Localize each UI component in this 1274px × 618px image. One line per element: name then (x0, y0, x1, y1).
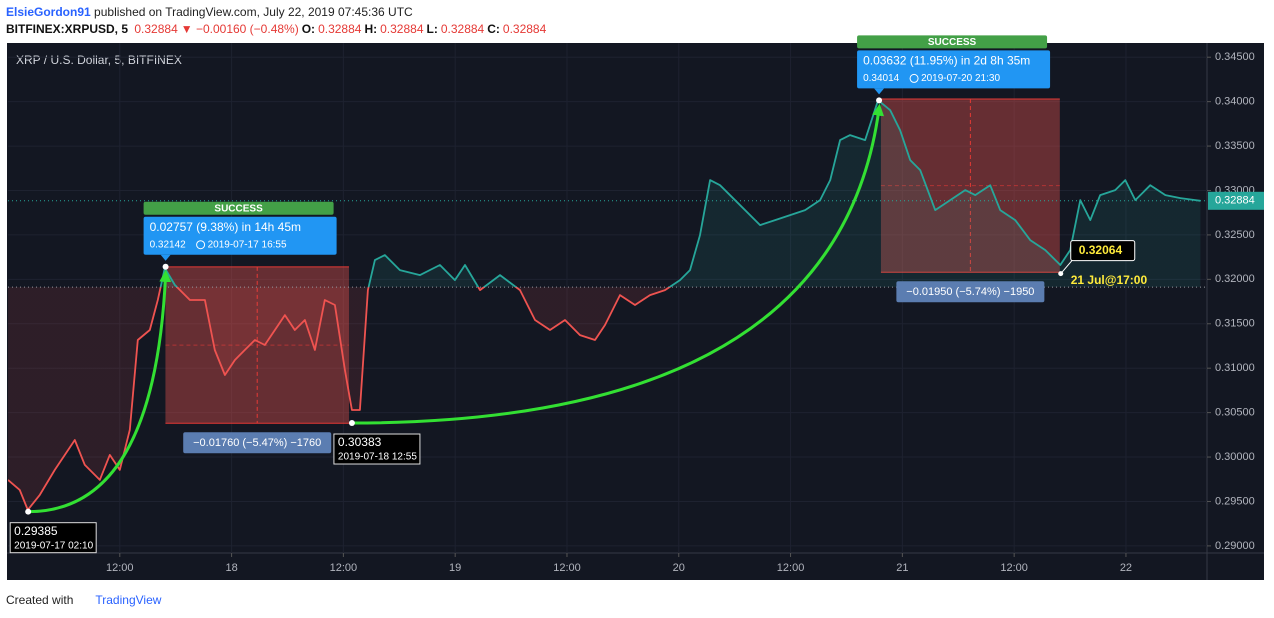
start-label-box (9, 522, 97, 554)
price: 0.32884 (134, 22, 178, 36)
success-label: SUCCESS (928, 37, 977, 48)
trade-arrow (351, 103, 885, 425)
y-tick-label: 0.34000 (1215, 96, 1255, 108)
brand[interactable]: TradingView (95, 593, 162, 607)
range-label: −0.01950 (−5.74%) −1950 (906, 286, 1034, 298)
x-tick-label: 12:00 (1000, 562, 1028, 574)
info-box (143, 216, 337, 255)
x-tick-label: 20 (673, 562, 685, 574)
y-tick-label: 0.32500 (1215, 229, 1255, 241)
x-tick-label: 12:00 (106, 562, 134, 574)
range-label: −0.01760 (−5.47%) −1760 (193, 437, 321, 449)
ohlc-label: O: (301, 22, 316, 36)
ohlc-value: 0.32884 (502, 22, 547, 36)
start-price: 0.30383 (338, 435, 382, 449)
y-tick-label: 0.31000 (1215, 362, 1255, 374)
last-price-label: 0.32884 (1215, 195, 1255, 207)
marker-connector (1060, 259, 1074, 274)
x-tick-label: 12:00 (330, 562, 358, 574)
start-time: 2019-07-17 02:10 (14, 540, 93, 551)
published: published on TradingView.com, July 22, 2… (94, 5, 413, 19)
marker-price: 0.32064 (1079, 243, 1123, 257)
marker-time: 21 Jul@17:00 (1071, 273, 1148, 287)
plot-area (8, 98, 1207, 511)
x-tick-label: 19 (449, 562, 461, 574)
ohlc-value: 0.32884 (380, 22, 424, 36)
x-tick-label: 12:00 (777, 562, 805, 574)
info-time: 2019-07-20 21:30 (921, 73, 1000, 84)
x-tick-label: 22 (1120, 562, 1132, 574)
info-price: 0.34014 (863, 73, 900, 84)
chart: XRP / U.S. Dollar, 5, BITFINEX 0.29000 0.… (7, 35, 1264, 580)
symbol: BITFINEX:XRPUSD, 5 (6, 22, 129, 36)
ohlc-value: 0.32884 (440, 22, 485, 36)
ohlc-value: 0.32884 (318, 22, 362, 36)
info-pointer (874, 88, 885, 95)
x-tick-label: 18 (225, 562, 237, 574)
y-tick-label: 0.34500 (1215, 51, 1255, 63)
y-tick-label: 0.33500 (1215, 140, 1255, 152)
price-line (8, 99, 1201, 511)
x-tick-label: 21 (896, 562, 908, 574)
footer: Created with TradingView (6, 593, 161, 607)
info-time: 2019-07-17 16:55 (208, 239, 287, 250)
last-price-box (1208, 191, 1264, 210)
ohlc-label: H: (364, 22, 378, 36)
success-bar (143, 201, 334, 215)
y-tick-label: 0.30500 (1215, 407, 1255, 419)
author[interactable]: ElsieGordon91 (6, 5, 91, 19)
range-label-box (183, 432, 332, 454)
trade-start (25, 508, 32, 515)
success-label: SUCCESS (214, 203, 263, 214)
y-tick-label: 0.30000 (1215, 451, 1255, 463)
clock-icon (909, 73, 919, 83)
info-change: 0.02757 (9.38%) in 14h 45m (150, 220, 301, 234)
y-tick-label: 0.29000 (1215, 540, 1255, 552)
info-pointer (160, 254, 171, 261)
ohlc-label: C: (487, 22, 500, 36)
range-label-box (896, 281, 1045, 303)
marker-box (1070, 240, 1136, 262)
y-tick-label: 0.31500 (1215, 318, 1255, 330)
legend: XRP / U.S. Dollar, 5, BITFINEX (16, 53, 182, 67)
ohlc-label: L: (426, 22, 438, 36)
success-bar (857, 35, 1048, 49)
clock-icon (196, 240, 206, 250)
trade-end (162, 263, 169, 270)
change: ▼ −0.00160 (−0.48%) (180, 22, 299, 36)
x-tick-label: 12:00 (553, 562, 581, 574)
info-price: 0.32142 (150, 239, 187, 250)
y-tick-label: 0.32000 (1215, 273, 1255, 285)
publish-line: ElsieGordon91 published on TradingView.c… (6, 5, 413, 19)
symbol-line: BITFINEX:XRPUSD, 5 0.32884 ▼ −0.00160 (−0… (6, 22, 549, 36)
start-time: 2019-07-18 12:55 (338, 452, 417, 463)
price-area (8, 100, 1201, 510)
footer-text: Created with (6, 593, 74, 607)
start-label-box (333, 433, 421, 465)
y-tick-label: 0.29500 (1215, 495, 1255, 507)
info-box (857, 50, 1051, 89)
start-price: 0.29385 (14, 524, 58, 538)
info-change: 0.03632 (11.95%) in 2d 8h 35m (863, 54, 1030, 68)
trade-start (348, 420, 355, 427)
trade-arrow (28, 269, 172, 514)
trade-end (876, 97, 883, 104)
